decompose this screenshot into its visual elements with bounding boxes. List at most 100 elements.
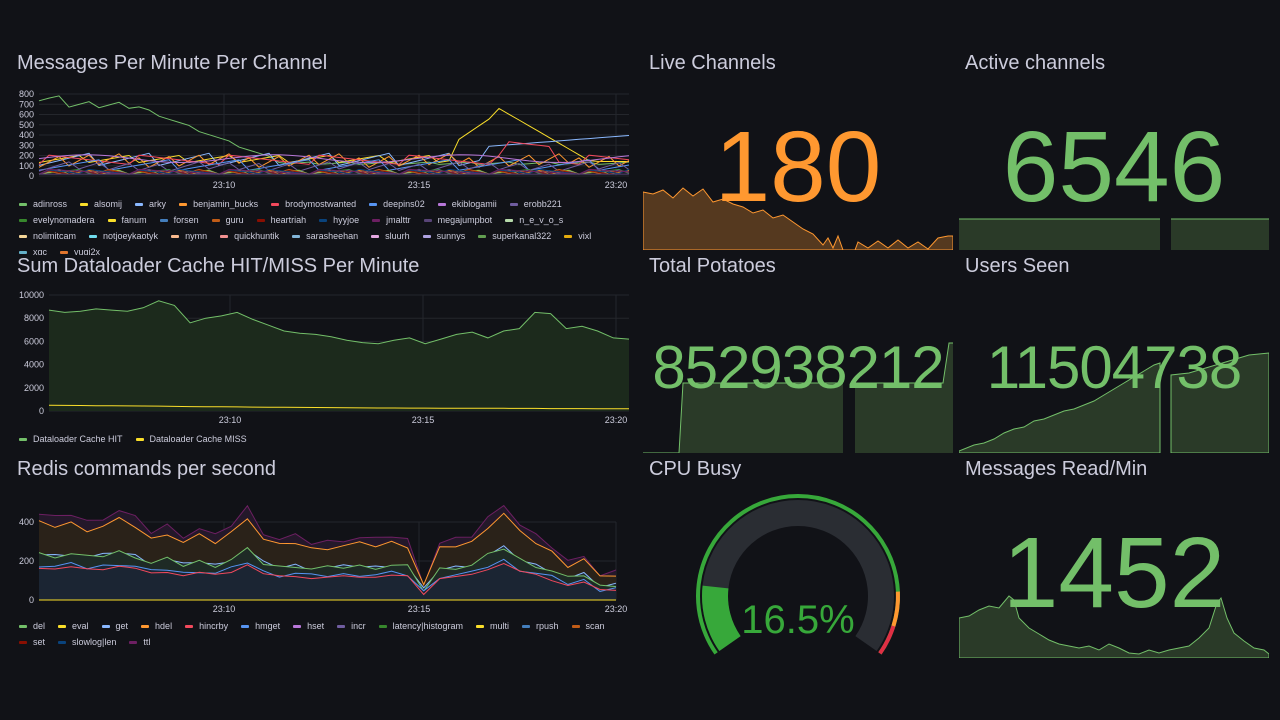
legend-swatch (135, 437, 144, 441)
legend-item[interactable]: guru (211, 214, 244, 226)
live-sparkline (643, 187, 953, 250)
y-tick-label: 200 (19, 151, 34, 161)
legend-item[interactable]: hincrby (185, 620, 228, 632)
legend-label: nymn (185, 231, 208, 241)
legend-swatch (58, 624, 67, 628)
x-tick-label: 23:10 (219, 415, 242, 425)
legend-item[interactable]: vixl (564, 230, 591, 242)
legend-label: ekiblogamii (451, 199, 497, 209)
legend-item[interactable]: ekiblogamii (437, 198, 497, 210)
legend-item[interactable]: sunnys (422, 230, 466, 242)
legend-label: scan (585, 621, 605, 631)
y-tick-label: 0 (29, 595, 34, 605)
legend-item[interactable]: rpush (522, 620, 559, 632)
legend-label: brodymostwanted (285, 199, 357, 209)
legend-swatch (101, 624, 110, 628)
legend-item[interactable]: benjamin_bucks (179, 198, 258, 210)
total-potatoes-panel: Total Potatoes 852938212 (643, 255, 953, 453)
legend-swatch (159, 218, 168, 222)
legend-swatch (509, 202, 518, 206)
cpu-gauge (696, 494, 900, 655)
legend-label: xqc (33, 247, 48, 257)
legend-item[interactable]: forsen (159, 214, 199, 226)
series-line (38, 546, 617, 593)
legend-item[interactable]: heartriah (256, 214, 306, 226)
legend-item[interactable]: arky (135, 198, 166, 210)
redis-chart[interactable]: 400 200 0 23:10 23:15 23:20 (11, 488, 633, 618)
legend-item[interactable]: erobb221 (509, 198, 562, 210)
legend-item[interactable]: xqc (19, 246, 47, 258)
legend-item[interactable]: superkanal322 (478, 230, 551, 242)
messages-read-value: 1452 (1002, 517, 1226, 629)
legend-swatch (522, 624, 531, 628)
legend-item[interactable]: hdel (141, 620, 172, 632)
legend-swatch (19, 234, 27, 238)
legend-label: n_e_v_o_s (519, 215, 564, 225)
legend-swatch (89, 234, 98, 238)
legend-item[interactable]: notjoeykaotyk (89, 230, 158, 242)
legend-item[interactable]: evelynomadera (19, 214, 95, 226)
legend-item[interactable]: set (19, 636, 45, 648)
legend-swatch (319, 218, 328, 222)
legend-item[interactable]: latency|histogram (378, 620, 463, 632)
cache-chart[interactable]: 10000 8000 6000 4000 2000 0 23:10 23:15 23:20 (11, 285, 633, 431)
legend-item[interactable]: del (19, 620, 45, 632)
legend-item[interactable]: Dataloader Cache HIT (19, 433, 123, 445)
legend-item[interactable]: hyyjoe (319, 214, 359, 226)
legend-item[interactable]: n_e_v_o_s (505, 214, 563, 226)
legend-item[interactable]: slowlog|len (58, 636, 116, 648)
legend-item[interactable]: multi (476, 620, 509, 632)
legend-item[interactable]: ttl (129, 636, 150, 648)
legend-label: ttl (143, 637, 151, 647)
legend-item[interactable]: brodymostwanted (271, 198, 356, 210)
legend-item[interactable]: alsomij (80, 198, 122, 210)
legend-item[interactable]: hmget (241, 620, 280, 632)
legend-label: eval (72, 621, 89, 631)
legend-item[interactable]: sarasheehan (292, 230, 358, 242)
legend-item[interactable]: fanum (107, 214, 147, 226)
legend-item[interactable]: yugi2x (60, 246, 100, 258)
legend-label: notjoeykaotyk (103, 231, 159, 241)
y-tick-label: 600 (19, 110, 34, 120)
legend-label: arky (149, 199, 167, 209)
series-line (48, 404, 629, 410)
legend-item[interactable]: nymn (171, 230, 207, 242)
legend-item[interactable]: sluurh (371, 230, 410, 242)
legend-label: incr (351, 621, 366, 631)
legend-item[interactable]: jmalttr (372, 214, 411, 226)
legend-item[interactable]: deepins02 (369, 198, 425, 210)
messages-legend: adinross alsomij arky benjamin_bucks brodymo… (19, 198, 631, 258)
series-line (38, 168, 630, 175)
legend-label: sunnys (436, 231, 466, 241)
legend-swatch (179, 202, 188, 206)
panel-title: CPU Busy (649, 458, 742, 480)
legend-item[interactable]: nolimitcam (19, 230, 76, 242)
legend-item[interactable]: eval (58, 620, 89, 632)
legend-swatch (220, 234, 229, 238)
legend-item[interactable]: incr (337, 620, 366, 632)
legend-label: deepins02 (383, 199, 425, 209)
legend-item[interactable]: Dataloader Cache MISS (135, 433, 247, 445)
gauge-threshold-red (878, 625, 896, 655)
series-line (38, 562, 617, 596)
legend-item[interactable]: megajumpbot (423, 214, 492, 226)
panel-title: Redis commands per second (17, 458, 277, 480)
legend-item[interactable]: get (101, 620, 128, 632)
cache-panel: Sum Dataloader Cache HIT/MISS Per Minute… (11, 255, 633, 450)
y-tick-label: 800 (19, 89, 34, 99)
legend-swatch (369, 202, 378, 206)
legend-label: hyyjoe (333, 215, 360, 225)
legend-label: fanum (121, 215, 147, 225)
legend-label: nolimitcam (33, 231, 77, 241)
users-seen-value: 11504738 (986, 334, 1243, 401)
potatoes-sparkline (643, 342, 953, 453)
legend-item[interactable]: quickhuntik (220, 230, 279, 242)
series-line (38, 504, 617, 587)
x-tick-label: 23:15 (408, 180, 431, 190)
legend-label: quickhuntik (234, 231, 280, 241)
legend-item[interactable]: adinross (19, 198, 67, 210)
legend-label: del (33, 621, 46, 631)
legend-item[interactable]: scan (571, 620, 605, 632)
legend-item[interactable]: hset (293, 620, 324, 632)
